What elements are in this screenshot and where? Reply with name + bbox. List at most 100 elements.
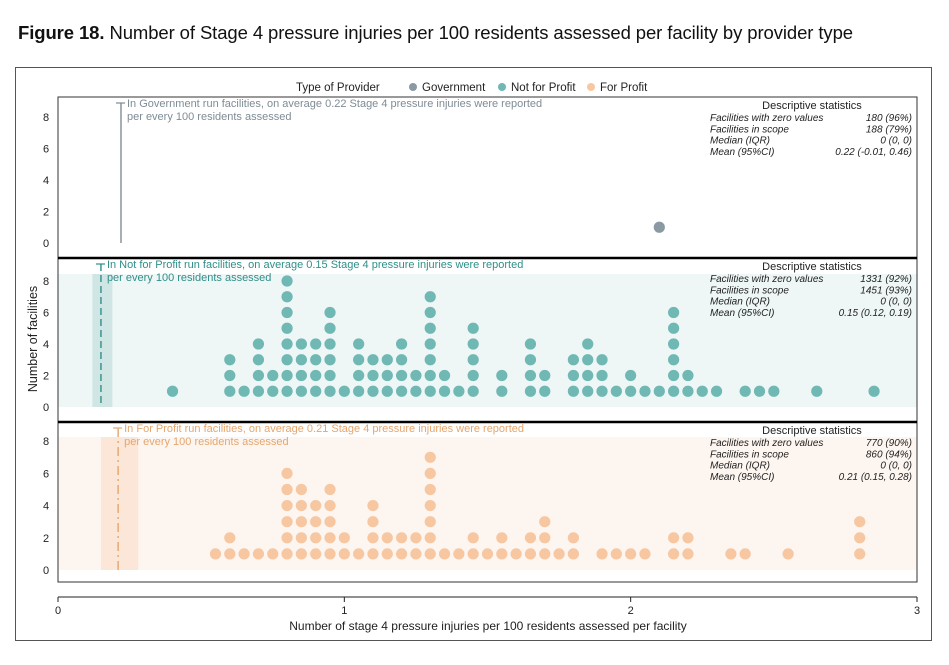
data-point-not-for-profit bbox=[281, 322, 293, 334]
data-point-not-for-profit bbox=[582, 338, 594, 350]
data-point-not-for-profit bbox=[381, 385, 393, 397]
data-point-for-profit bbox=[410, 532, 422, 544]
data-point-for-profit bbox=[854, 548, 866, 560]
data-point-not-for-profit bbox=[524, 369, 537, 382]
data-point-for-profit bbox=[224, 532, 236, 544]
data-point-for-profit bbox=[310, 548, 322, 560]
stats-label-government: Facilities in scope bbox=[710, 124, 789, 135]
panel-not-for-profit: In Not for Profit run facilities, on ave… bbox=[43, 257, 918, 423]
data-point-not-for-profit bbox=[324, 385, 336, 397]
data-point-not-for-profit bbox=[252, 338, 265, 350]
stats-label-government: Median (IQR) bbox=[710, 136, 770, 147]
data-point-for-profit bbox=[467, 532, 479, 544]
data-point-for-profit bbox=[424, 483, 436, 496]
data-point-for-profit bbox=[295, 500, 307, 512]
y-axis-label: Number of facilities bbox=[26, 286, 40, 392]
data-point-for-profit bbox=[252, 548, 265, 560]
x-tick-label: 2 bbox=[628, 605, 634, 617]
legend-label-not-for-profit: Not for Profit bbox=[511, 82, 576, 94]
data-point-not-for-profit bbox=[166, 385, 179, 397]
data-point-for-profit bbox=[396, 532, 408, 544]
data-point-not-for-profit bbox=[324, 354, 336, 366]
data-point-for-profit bbox=[353, 548, 365, 560]
y-tick-label: 0 bbox=[43, 238, 49, 250]
data-point-for-profit bbox=[367, 516, 379, 528]
panels: In Government run facilities, on average… bbox=[43, 96, 918, 583]
data-point-for-profit bbox=[496, 532, 508, 544]
legend-title: Type of Provider bbox=[296, 82, 380, 94]
stats-label-not-for-profit: Mean (95%CI) bbox=[710, 308, 774, 319]
data-point-for-profit bbox=[596, 548, 608, 560]
data-point-for-profit bbox=[281, 500, 293, 512]
data-point-for-profit bbox=[539, 532, 551, 544]
data-point-for-profit bbox=[381, 532, 393, 544]
stats-value-not-for-profit: 1451 (93%) bbox=[860, 285, 912, 296]
data-point-not-for-profit bbox=[281, 291, 293, 303]
data-point-not-for-profit bbox=[582, 385, 594, 397]
data-point-for-profit bbox=[310, 516, 322, 528]
data-point-not-for-profit bbox=[310, 369, 322, 382]
data-point-not-for-profit bbox=[295, 369, 307, 382]
data-point-not-for-profit bbox=[381, 354, 393, 366]
data-point-not-for-profit bbox=[238, 385, 250, 397]
data-point-for-profit bbox=[295, 516, 307, 528]
data-point-not-for-profit bbox=[539, 369, 551, 382]
data-point-for-profit bbox=[281, 548, 293, 560]
data-point-not-for-profit bbox=[224, 369, 236, 382]
stats-value-not-for-profit: 0.15 (0.12, 0.19) bbox=[839, 308, 912, 319]
data-point-for-profit bbox=[281, 532, 293, 544]
data-point-not-for-profit bbox=[696, 385, 708, 397]
data-point-not-for-profit bbox=[567, 369, 580, 382]
y-tick-label: 6 bbox=[43, 144, 49, 156]
data-point-not-for-profit bbox=[367, 369, 379, 382]
data-point-not-for-profit bbox=[252, 354, 265, 366]
data-point-not-for-profit bbox=[739, 385, 751, 397]
data-point-for-profit bbox=[668, 548, 680, 560]
data-point-not-for-profit bbox=[396, 385, 408, 397]
legend-label-for-profit: For Profit bbox=[600, 82, 648, 94]
data-point-for-profit bbox=[567, 532, 580, 544]
data-point-for-profit bbox=[324, 516, 336, 528]
data-point-for-profit bbox=[481, 548, 494, 560]
data-point-for-profit bbox=[396, 548, 408, 560]
stats-label-for-profit: Median (IQR) bbox=[710, 461, 770, 472]
stats-header-for-profit: Descriptive statistics bbox=[762, 425, 862, 437]
data-point-for-profit bbox=[381, 548, 393, 560]
panel-background-not-for-profit bbox=[58, 274, 917, 407]
data-point-for-profit bbox=[682, 548, 694, 560]
data-point-not-for-profit bbox=[324, 322, 336, 334]
data-point-not-for-profit bbox=[653, 385, 665, 397]
data-point-not-for-profit bbox=[224, 385, 236, 397]
data-point-for-profit bbox=[424, 467, 436, 479]
y-tick-label: 4 bbox=[43, 339, 49, 351]
data-point-not-for-profit bbox=[753, 385, 766, 397]
data-point-not-for-profit bbox=[281, 385, 293, 397]
chart-frame bbox=[15, 67, 932, 641]
data-point-not-for-profit bbox=[281, 275, 293, 287]
data-point-for-profit bbox=[238, 548, 250, 560]
data-point-government bbox=[653, 221, 665, 233]
data-point-for-profit bbox=[209, 548, 222, 560]
data-point-for-profit bbox=[281, 516, 293, 528]
data-point-not-for-profit bbox=[424, 291, 436, 303]
data-point-for-profit bbox=[567, 548, 580, 560]
data-point-not-for-profit bbox=[324, 338, 336, 350]
data-point-for-profit bbox=[539, 516, 551, 528]
data-point-not-for-profit bbox=[281, 354, 293, 366]
data-point-not-for-profit bbox=[438, 369, 451, 382]
ci-band-not-for-profit bbox=[92, 274, 113, 407]
data-point-for-profit bbox=[310, 532, 322, 544]
data-point-not-for-profit bbox=[310, 354, 322, 366]
data-point-for-profit bbox=[367, 532, 379, 544]
data-point-not-for-profit bbox=[524, 385, 537, 397]
stats-label-for-profit: Facilities in scope bbox=[710, 449, 789, 460]
figure-title-text: Number of Stage 4 pressure injuries per … bbox=[109, 22, 853, 43]
data-point-for-profit bbox=[224, 548, 236, 560]
data-point-for-profit bbox=[424, 532, 436, 544]
data-point-not-for-profit bbox=[353, 385, 365, 397]
data-point-not-for-profit bbox=[281, 338, 293, 350]
data-point-for-profit bbox=[668, 532, 680, 544]
y-tick-label: 8 bbox=[43, 436, 49, 448]
data-point-for-profit bbox=[267, 548, 279, 560]
